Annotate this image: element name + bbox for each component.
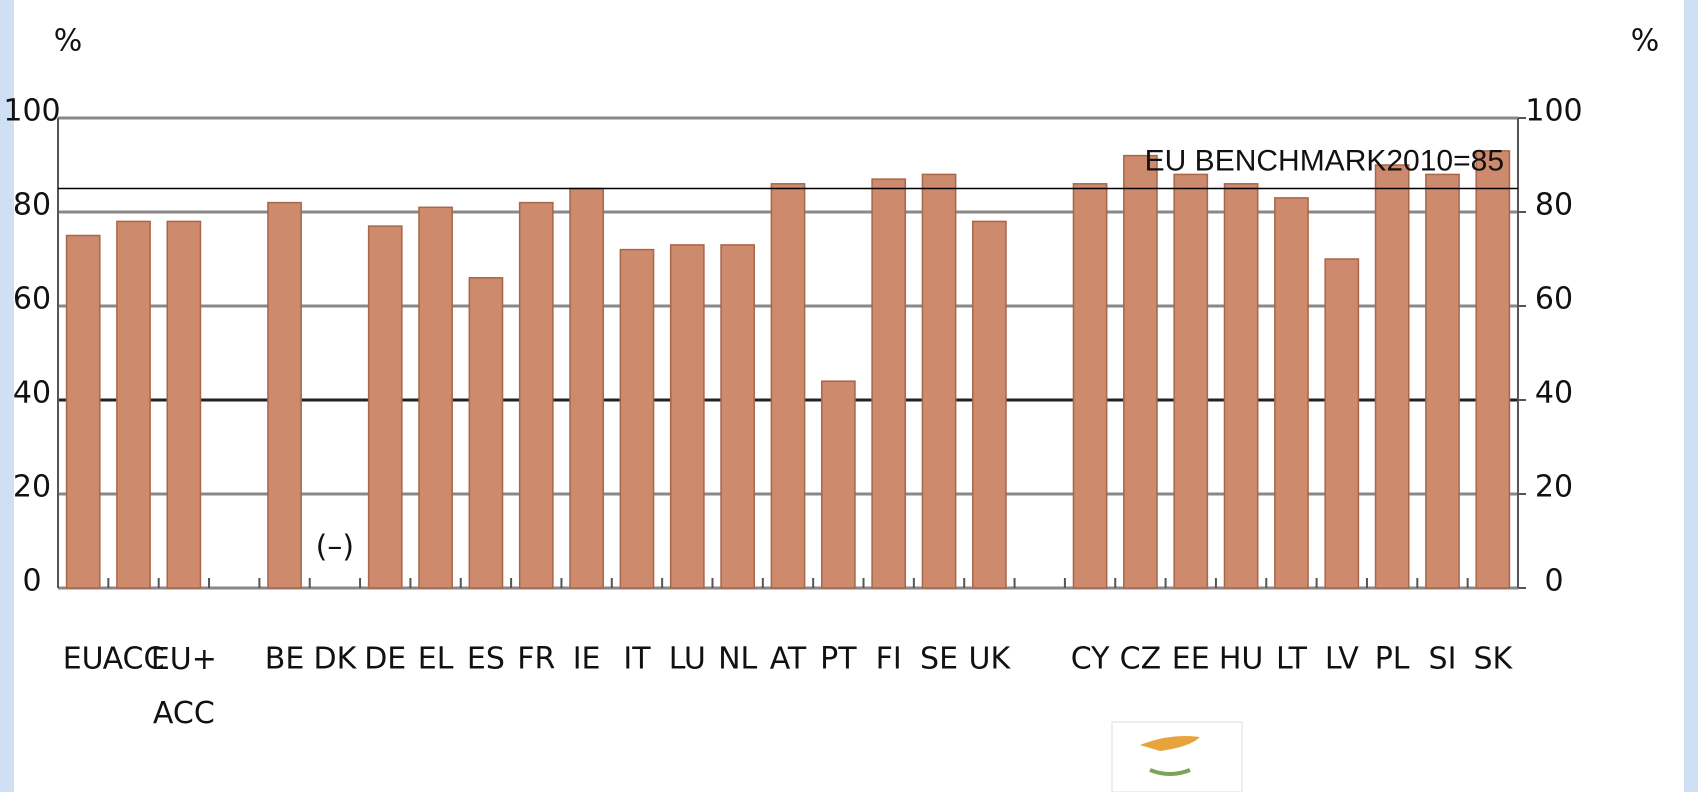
bar <box>1475 150 1511 589</box>
bar <box>166 220 202 589</box>
x-tick-label: ES <box>467 642 505 677</box>
y2-axis-label: % <box>1631 24 1660 59</box>
x-tick-label: FR <box>517 642 555 677</box>
x-tick-label: PL <box>1375 642 1410 677</box>
x-tick-label: DK <box>314 642 358 677</box>
bar <box>1425 173 1460 589</box>
bar <box>1374 164 1410 589</box>
bar <box>921 173 957 589</box>
x-tick-label: SE <box>920 642 958 677</box>
bar <box>518 201 554 589</box>
y2-tick-label: 40 <box>1535 376 1573 411</box>
bar <box>468 277 504 589</box>
y2-tick-label: 0 <box>1544 564 1563 599</box>
x-tick-label: LT <box>1276 642 1308 677</box>
bar <box>1173 173 1209 589</box>
bar <box>720 244 756 589</box>
y-tick-label: 40 <box>13 376 51 411</box>
bar <box>1274 197 1309 589</box>
x-tick-label: UK <box>969 642 1012 677</box>
bar <box>1223 183 1259 589</box>
bar <box>116 220 151 589</box>
y-tick-label: 100 <box>3 94 60 129</box>
y-axis-label: % <box>54 24 83 59</box>
x-tick-label: IT <box>623 642 651 677</box>
bar <box>871 178 907 589</box>
benchmark-label: EU BENCHMARK2010=85 <box>1145 144 1504 177</box>
x-tick-label: CZ <box>1120 642 1162 677</box>
y2-tick-label: 60 <box>1535 282 1573 317</box>
bar <box>65 234 101 589</box>
y-tick-label: 20 <box>13 470 51 505</box>
bar <box>619 248 655 589</box>
x-tick-label: SI <box>1429 642 1457 677</box>
x-tick-label: SK <box>1473 642 1513 677</box>
y2-tick-label: 80 <box>1535 188 1573 223</box>
bar <box>1072 183 1108 589</box>
bar <box>770 183 806 589</box>
x-tick-label: BE <box>265 642 305 677</box>
x-tick-label: ACC <box>103 642 165 677</box>
y-tick-label: 80 <box>13 188 51 223</box>
x-tick-label: EE <box>1172 642 1210 677</box>
bar <box>669 244 705 589</box>
x-tick-label: FI <box>876 642 902 677</box>
x-tick-label: LU <box>669 642 706 677</box>
x-tick-label: EL <box>418 642 454 677</box>
x-tick-label: EU <box>63 642 104 677</box>
x-tick-label: EU+ ACC <box>151 642 217 731</box>
bar <box>1123 154 1158 589</box>
x-tick-label: LV <box>1325 642 1359 677</box>
y-tick-label: 0 <box>22 564 41 599</box>
flag <box>1111 721 1243 792</box>
bar <box>972 220 1007 589</box>
y2-tick-label: 20 <box>1535 470 1573 505</box>
bar <box>1324 258 1360 589</box>
bar <box>267 201 302 589</box>
bar <box>367 225 403 589</box>
x-tick-label: DE <box>364 642 406 677</box>
x-tick-label: PT <box>820 642 857 677</box>
x-tick-label: NL <box>718 642 757 677</box>
bar <box>569 187 604 589</box>
bar <box>820 380 856 589</box>
bar <box>418 206 453 589</box>
x-tick-label: CY <box>1071 642 1110 677</box>
x-tick-label: AT <box>770 642 807 677</box>
x-tick-label: IE <box>573 642 601 677</box>
annotation: (–) <box>316 530 354 565</box>
y-tick-label: 60 <box>13 282 51 317</box>
y2-tick-label: 100 <box>1525 94 1582 129</box>
x-tick-label: HU <box>1219 642 1264 677</box>
